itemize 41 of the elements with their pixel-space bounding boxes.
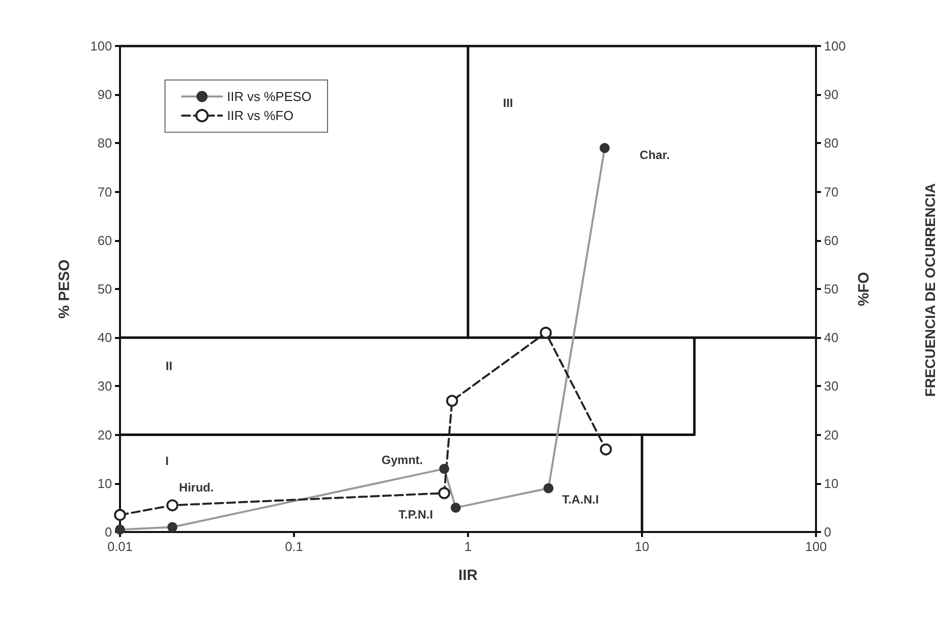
y-tick-label: 30 bbox=[98, 378, 112, 394]
x-tick-label: 10 bbox=[634, 539, 650, 554]
annotation: I bbox=[165, 454, 169, 468]
y-tick-label: 50 bbox=[98, 282, 112, 296]
text: FRECUENCIA DE OCURRENCIA bbox=[922, 183, 938, 397]
x-tick-label: 1 bbox=[464, 539, 472, 554]
y2-tick-label: 30 bbox=[824, 378, 838, 394]
y2-tick-label: 20 bbox=[824, 427, 838, 442]
x-tick-label: 0.1 bbox=[284, 539, 304, 554]
y2-tick-label: 80 bbox=[824, 136, 838, 151]
y-tick-label: 100 bbox=[90, 38, 112, 54]
y2-tick-label: 70 bbox=[824, 184, 838, 200]
annotation: Char. bbox=[640, 148, 670, 162]
annotation: III bbox=[502, 96, 514, 110]
y-tick-label: 10 bbox=[98, 476, 112, 491]
y2-axis-title: %FO bbox=[856, 272, 873, 306]
y-tick-label: 40 bbox=[98, 330, 112, 346]
y2-tick-label: 60 bbox=[824, 232, 838, 248]
x-tick-label: 100 bbox=[805, 539, 827, 554]
legend-label: IIR vs %FO bbox=[227, 108, 294, 124]
y2-tick-label: 90 bbox=[824, 87, 838, 102]
y-tick-label: 20 bbox=[98, 427, 112, 442]
y-axis-title: % PESO bbox=[56, 259, 73, 319]
x-tick-label: 0.01 bbox=[107, 539, 133, 554]
y-tick-label: 80 bbox=[98, 136, 112, 151]
y-tick-label: 70 bbox=[98, 184, 112, 200]
y-tick-label: 90 bbox=[98, 87, 112, 102]
y-tick-label: 60 bbox=[98, 232, 112, 248]
annotation: Hirud. bbox=[179, 480, 214, 494]
annotation: Gymnt. bbox=[382, 452, 423, 467]
legend-label: IIR vs %PESO bbox=[227, 89, 312, 104]
y-tick-label: 0 bbox=[104, 524, 112, 540]
y2-tick-label: 50 bbox=[824, 282, 838, 296]
y2-tick-label: 100 bbox=[824, 38, 846, 54]
y2-tick-label: 10 bbox=[824, 476, 838, 491]
annotation: II bbox=[166, 359, 172, 373]
annotation: T.A.N.I bbox=[562, 492, 599, 506]
annotation: T.P.N.I bbox=[398, 508, 433, 522]
y2-tick-label: 40 bbox=[824, 330, 838, 346]
y2-tick-label: 0 bbox=[824, 524, 832, 540]
x-axis-title: IIR bbox=[458, 567, 478, 584]
